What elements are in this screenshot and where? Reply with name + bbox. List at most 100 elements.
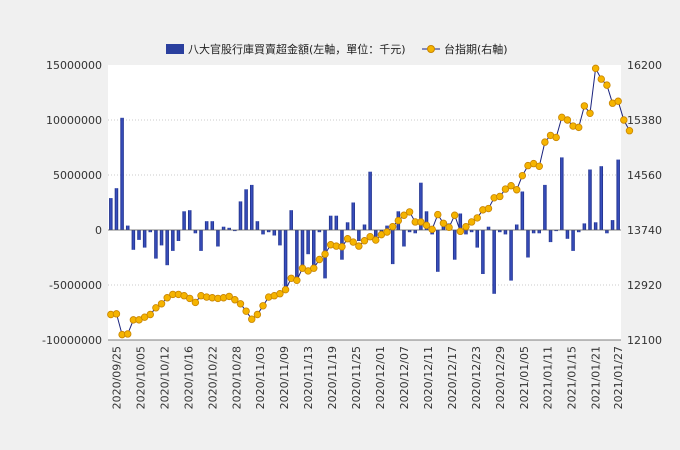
bar: [605, 230, 609, 234]
line-point: [388, 222, 397, 231]
bar: [125, 225, 130, 230]
bar: [283, 230, 288, 289]
line-point: [293, 276, 301, 285]
x-axis: 2020/09/25 2020/10/05 2020/10/12 2020/10/16…: [110, 346, 625, 409]
line-point: [236, 300, 245, 308]
bar: [238, 201, 243, 230]
legend: 八大官股行庫買賣超金額(左軸，單位：千元) 台指期(右軸): [166, 42, 508, 56]
bar: [543, 184, 547, 230]
bar: [616, 159, 620, 230]
x-tick-label: 2020/12/29: [494, 346, 507, 409]
bar: [109, 198, 113, 230]
x-tick-label: 2021/01/21: [590, 346, 603, 409]
bar: [193, 230, 198, 234]
bar: [452, 230, 457, 260]
bar: [295, 230, 299, 279]
line-point: [591, 64, 600, 73]
line-point: [157, 300, 166, 308]
x-tick-label: 2020/12/01: [374, 346, 387, 409]
bar: [148, 230, 153, 233]
bar: [357, 230, 361, 241]
bar: [486, 226, 491, 230]
bar: [362, 224, 367, 230]
line-point: [112, 310, 121, 318]
line-point: [146, 310, 154, 319]
line-point: [405, 208, 414, 216]
line-point: [625, 127, 634, 135]
x-tick-label: 2020/11/19: [326, 346, 339, 409]
line-point: [580, 102, 589, 110]
bar: [436, 230, 440, 272]
line-point: [575, 123, 583, 132]
bar: [328, 215, 333, 230]
left-tick-label: -5000000: [49, 279, 102, 292]
right-tick-label: 15380: [627, 114, 662, 127]
line-point: [394, 216, 403, 225]
bar: [272, 230, 277, 236]
bar: [599, 166, 604, 230]
bar: [537, 230, 542, 234]
x-tick-label: 2020/11/09: [278, 346, 291, 409]
bar: [199, 230, 203, 251]
line-point: [586, 109, 594, 117]
bar: [498, 230, 502, 233]
line-point: [355, 242, 363, 250]
line-point: [253, 310, 262, 319]
bar: [469, 230, 474, 233]
x-tick-label: 2020/11/25: [350, 346, 363, 409]
x-tick-label: 2021/01/15: [566, 346, 579, 409]
left-tick-label: 15000000: [46, 59, 102, 72]
bar-series: [109, 117, 620, 294]
bar: [385, 225, 389, 230]
line-point: [372, 236, 380, 244]
x-tick-label: 2020/10/16: [182, 346, 195, 409]
line-point: [535, 162, 543, 170]
right-tick-label: 14560: [627, 169, 662, 182]
x-tick-label: 2020/11/13: [302, 346, 315, 409]
bar: [312, 230, 316, 270]
line-point: [445, 223, 453, 232]
line-point: [620, 116, 628, 124]
x-tick-label: 2021/01/11: [542, 346, 555, 409]
x-tick-label: 2020/09/25: [110, 346, 123, 409]
bar: [464, 230, 468, 235]
line-point: [281, 285, 290, 294]
line-point: [456, 227, 465, 236]
line-point: [349, 238, 357, 246]
bar: [266, 230, 271, 233]
line-point: [462, 222, 470, 231]
bar: [221, 226, 226, 230]
line-point: [400, 211, 408, 219]
x-tick-label: 2020/10/22: [206, 346, 219, 409]
line-point: [439, 219, 448, 227]
bar: [227, 227, 231, 230]
line-point: [276, 290, 284, 298]
line-point: [231, 296, 239, 304]
bar: [588, 169, 592, 230]
bar: [114, 188, 119, 230]
right-tick-label: 12920: [627, 279, 662, 292]
bar: [334, 215, 339, 230]
bar: [475, 230, 479, 248]
bar: [419, 182, 423, 230]
bar: [374, 230, 378, 241]
bar: [565, 230, 570, 239]
line-point: [434, 210, 442, 219]
line-point: [507, 182, 515, 190]
bar: [509, 230, 513, 281]
line-point: [484, 204, 493, 213]
line-point: [225, 292, 233, 301]
bar: [182, 211, 186, 230]
x-tick-label: 2020/12/07: [398, 346, 411, 409]
bar: [233, 230, 237, 232]
line-point: [541, 138, 549, 146]
left-tick-label: 10000000: [46, 114, 102, 127]
left-axis: 15000000 10000000 5000000 0 -5000000 -1000000…: [42, 59, 102, 347]
line-point: [501, 185, 510, 193]
bar: [526, 230, 530, 258]
bar: [204, 221, 209, 230]
right-tick-label: 16200: [627, 59, 662, 72]
line-point: [242, 307, 250, 315]
line-point: [614, 97, 622, 105]
bar: [560, 157, 564, 230]
